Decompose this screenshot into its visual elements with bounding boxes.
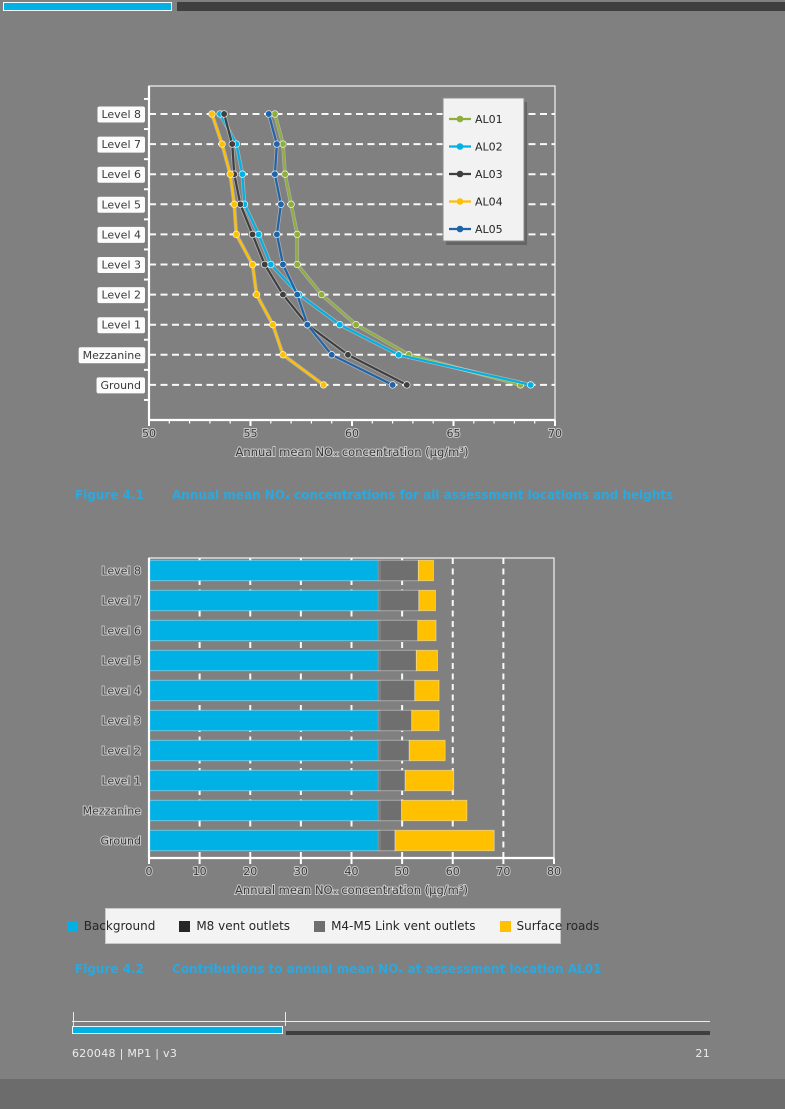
svg-text:Level 7: Level 7 [101,138,141,151]
svg-text:Level 8: Level 8 [101,565,141,578]
svg-text:Level 5: Level 5 [101,655,141,668]
svg-text:Level 1: Level 1 [101,775,141,788]
figure-4-2-label: Figure 4.2 [75,962,144,976]
footer-accent-rule [72,1026,283,1034]
svg-text:Level 1: Level 1 [101,319,141,332]
x-axis-title: Annual mean NOₓ concentration (µg/m³) [236,445,469,459]
svg-text:Mezzanine: Mezzanine [83,349,142,362]
figure-4-1-caption: Figure 4.1 Annual mean NOₓ concentrations… [75,488,695,502]
svg-text:Level 4: Level 4 [101,685,141,698]
bar-row-ground [148,829,495,852]
bar-row-level-7 [148,589,436,612]
legend-swatch [66,920,78,932]
series-AL04 [208,110,328,389]
svg-text:10: 10 [193,865,207,878]
legend-item-surface-roads: Surface roads [499,919,600,933]
legend-label-AL04: AL04 [475,196,503,209]
svg-text:50: 50 [142,427,156,440]
legend-label-AL02: AL02 [475,141,503,154]
footer-tick-left [73,1012,74,1026]
category-labels: Level 8 Level 7 Level 6 Level 5 Level 4 Level… [82,564,143,849]
legend-item-m4-m5-link-vent-outlets: M4-M5 Link vent outlets [314,919,476,933]
legend-label-AL03: AL03 [475,168,503,181]
svg-text:Ground: Ground [101,835,141,848]
figure-4-1-text: Annual mean NOₓ concentrations for all a… [172,488,674,502]
bar-row-level-5 [148,649,438,672]
svg-text:50: 50 [395,865,409,878]
axes [144,85,556,426]
series-AL01 [271,110,525,389]
bar-row-level-1 [148,769,455,792]
legend-label-AL01: AL01 [475,113,503,126]
x-tick-labels: 50 55 60 65 70 [141,426,563,441]
bars [148,559,495,852]
bar-row-mezzanine [148,799,468,822]
svg-text:60: 60 [345,427,359,440]
legend-item-background: Background [66,919,156,933]
footer-doc-ref: 620048 | MP1 | v3 [72,1047,178,1060]
line-chart-legend: AL01 AL02 AL03 AL04 AL05 [442,97,527,245]
legend-swatch [499,920,511,932]
x-tick-labels: 0 10 20 30 40 50 60 70 80 [145,864,563,879]
svg-text:55: 55 [244,427,258,440]
bar-row-level-6 [148,619,437,642]
svg-text:Level 3: Level 3 [101,259,141,272]
category-labels: Level 8 Level 7 Level 6 Level 5 Level 4 Level… [78,106,146,394]
svg-text:Level 2: Level 2 [101,745,141,758]
bar-row-level-2 [148,739,446,762]
bar-row-level-8 [148,559,434,582]
bar-row-level-3 [148,709,440,732]
stacked-bar-chart-contributions: 0 10 20 30 40 50 60 70 80 Annual mean NOₓ concent… [82,557,563,898]
x-axis-title: Annual mean NOₓ concentration (µg/m³) [235,883,468,897]
footer-hairline [72,1021,710,1022]
figure-4-2-caption: Figure 4.2 Contributions to annual mean N… [75,962,695,976]
svg-text:70: 70 [496,865,510,878]
legend-swatch [314,920,326,932]
svg-text:Level 6: Level 6 [101,168,141,181]
svg-text:80: 80 [547,865,561,878]
svg-text:30: 30 [294,865,308,878]
figure-4-1-label: Figure 4.1 [75,488,144,502]
svg-text:40: 40 [345,865,359,878]
legend-item-m8-vent-outlets: M8 vent outlets [179,919,290,933]
legend-label-AL05: AL05 [475,223,503,236]
page-bottom-shadow [0,1079,785,1109]
svg-text:0: 0 [146,865,153,878]
svg-text:70: 70 [548,427,562,440]
bar-row-level-4 [148,679,440,702]
footer-page-number: 21 [695,1047,710,1060]
line-chart-annual-mean-nox: 50 55 60 65 70 Annual mean NOₓ concentration … [78,85,563,460]
bar-chart-legend: Background M8 vent outlets M4-M5 Link vent… [66,908,599,944]
svg-text:Level 6: Level 6 [101,625,141,638]
legend-label: Surface roads [516,919,600,933]
svg-text:Level 3: Level 3 [101,715,141,728]
gridlines [198,558,505,858]
header-dark-bar [177,2,785,11]
legend-swatch [179,920,191,932]
legend-label: Background [83,919,156,933]
svg-text:Level 2: Level 2 [101,289,141,302]
svg-text:Ground: Ground [101,379,141,392]
svg-text:Level 8: Level 8 [101,108,141,121]
svg-text:Level 5: Level 5 [101,198,141,211]
header-accent-bar [3,2,172,11]
legend-label: M8 vent outlets [196,919,291,933]
footer-tick-mid [285,1012,286,1026]
legend-label: M4-M5 Link vent outlets [331,919,476,933]
svg-text:Level 4: Level 4 [101,228,141,241]
figure-4-2-text: Contributions to annual mean NOₓ at asse… [172,962,602,976]
series-AL05 [265,110,397,389]
svg-text:65: 65 [447,427,461,440]
svg-text:60: 60 [446,865,460,878]
svg-text:20: 20 [243,865,257,878]
svg-text:Mezzanine: Mezzanine [83,805,142,818]
footer-dark-rule [286,1031,710,1035]
svg-text:Level 7: Level 7 [101,595,141,608]
axes [147,557,555,864]
